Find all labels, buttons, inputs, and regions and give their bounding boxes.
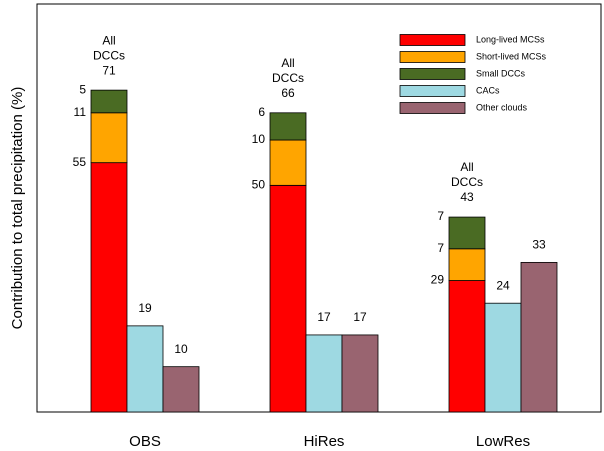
bar-label: 24 (496, 278, 510, 292)
segment-label: 7 (437, 241, 444, 255)
segment-label: 11 (74, 105, 87, 119)
total-value: 71 (102, 63, 116, 77)
bar-label: 17 (317, 310, 331, 324)
x-tick-label: HiRes (304, 433, 345, 450)
legend-swatch (399, 102, 466, 114)
legend-swatch (399, 34, 466, 46)
stacked-bar-segment (269, 184, 307, 413)
stacked-bar-segment (448, 216, 486, 250)
x-tick-label: OBS (129, 433, 161, 450)
legend-label: Other clouds (476, 102, 528, 112)
bar (126, 325, 164, 413)
legend-label: Small DCCs (476, 68, 526, 78)
stacked-bar-segment (269, 112, 307, 141)
bar (341, 334, 379, 413)
stacked-bar-segment (448, 280, 486, 413)
legend-label: Long-lived MCSs (476, 34, 545, 44)
bar-label: 33 (532, 238, 546, 252)
bar (305, 334, 343, 413)
segment-label: 10 (252, 132, 266, 146)
stacked-bar-segment (90, 112, 128, 164)
segment-label: 5 (79, 82, 86, 96)
segment-label: 50 (252, 178, 266, 192)
segment-label: 6 (258, 105, 265, 119)
total-label: All (281, 56, 294, 70)
total-label: All (102, 33, 115, 47)
total-value: 43 (460, 190, 474, 204)
bar (520, 261, 558, 413)
bar (162, 366, 200, 413)
stacked-bar-segment (90, 162, 128, 413)
total-label: DCCs (451, 175, 483, 189)
bar-label: 17 (353, 310, 367, 324)
bar (484, 302, 522, 413)
legend-swatch (399, 85, 466, 97)
total-value: 66 (281, 86, 295, 100)
stacked-bar-segment (90, 89, 128, 114)
stacked-bar-segment (448, 248, 486, 281)
segment-label: 29 (431, 273, 445, 287)
bar-label: 19 (138, 301, 152, 315)
legend-label: CACs (476, 85, 500, 95)
legend-label: Short-lived MCSs (476, 51, 547, 61)
y-axis-label: Contribution to total precipitation (%) (9, 87, 26, 330)
total-label: DCCs (272, 71, 304, 85)
total-label: DCCs (93, 48, 125, 62)
x-tick-label: LowRes (476, 433, 530, 450)
bar-label: 10 (174, 342, 188, 356)
segment-label: 55 (73, 155, 87, 169)
total-label: All (460, 160, 473, 174)
legend-swatch (399, 68, 466, 80)
legend-swatch (399, 51, 466, 63)
stacked-bar-segment (269, 139, 307, 186)
segment-label: 7 (437, 209, 444, 223)
